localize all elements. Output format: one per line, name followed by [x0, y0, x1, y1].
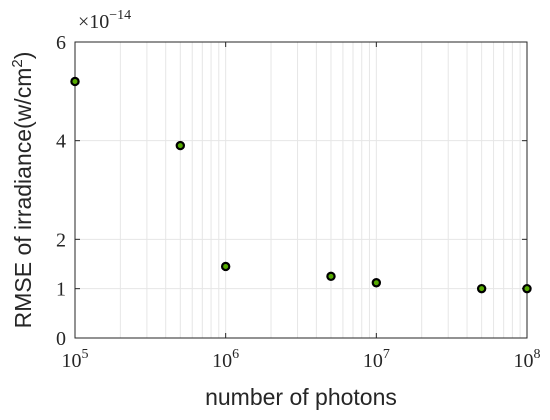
x-tick-label: 107 — [363, 347, 390, 372]
y-tick-label: 1 — [56, 279, 66, 301]
y-tick-label: 0 — [56, 328, 66, 350]
y-axis-label: RMSE of irradiance(w/cm2) — [9, 52, 36, 329]
y-tick-label: 6 — [56, 32, 66, 54]
plot-frame — [74, 41, 528, 339]
data-point — [476, 283, 487, 294]
y-tick-label: 2 — [56, 229, 66, 251]
x-tick-label: 105 — [62, 347, 89, 372]
data-point — [70, 76, 80, 87]
ticks: 105 106 107 108 0 1 2 4 6 — [56, 32, 541, 372]
x-tick-label: 108 — [514, 347, 541, 372]
data-point — [175, 140, 186, 151]
y-axis-multiplier: ×10−14 — [78, 8, 131, 33]
x-tick-label: 106 — [212, 347, 239, 372]
grid — [74, 41, 527, 339]
data-point — [220, 261, 231, 272]
y-tick-label: 4 — [56, 131, 66, 153]
data-points — [70, 76, 532, 294]
data-point — [326, 271, 336, 282]
data-point — [371, 278, 382, 288]
data-point — [522, 283, 532, 294]
x-axis-label: number of photons — [205, 384, 397, 410]
